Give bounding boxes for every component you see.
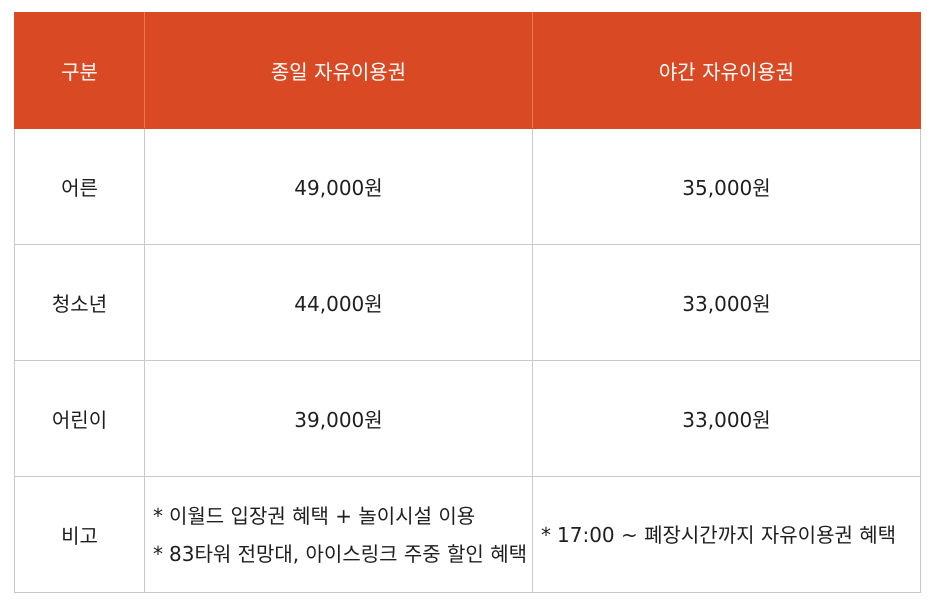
cell-category: 청소년 (14, 244, 145, 361)
table-row-notes: 비고 * 이월드 입장권 혜택 + 놀이시설 이용 * 83타워 전망대, 아이스링… (14, 476, 921, 593)
header-night-pass: 야간 자유이용권 (532, 12, 921, 129)
table-row-youth: 청소년 44,000원 33,000원 (14, 244, 921, 361)
header-all-day-pass: 종일 자유이용권 (144, 12, 533, 129)
cell-night-price: 33,000원 (532, 244, 921, 361)
header-row: 구분 종일 자유이용권 야간 자유이용권 (14, 12, 921, 129)
cell-category: 어른 (14, 128, 145, 245)
bullet: * (153, 503, 163, 528)
note-line: * 83타워 전망대, 아이스링크 주중 할인 혜택 (153, 535, 532, 573)
note-text: 이월드 입장권 혜택 + 놀이시설 이용 (169, 503, 476, 528)
cell-category: 어린이 (14, 360, 145, 477)
cell-night-notes: * 17:00 ~ 폐장시간까지 자유이용권 혜택 (532, 476, 921, 593)
cell-all-day-notes: * 이월드 입장권 혜택 + 놀이시설 이용 * 83타워 전망대, 아이스링크 주… (144, 476, 533, 593)
table-header: 구분 종일 자유이용권 야간 자유이용권 (14, 12, 921, 129)
cell-notes-category: 비고 (14, 476, 145, 593)
bullet: * (541, 522, 551, 547)
note-line: * 17:00 ~ 폐장시간까지 자유이용권 혜택 (541, 516, 920, 554)
header-category: 구분 (14, 12, 145, 129)
note-text: 17:00 ~ 폐장시간까지 자유이용권 혜택 (557, 522, 897, 547)
bullet: * (153, 541, 163, 566)
note-text: 83타워 전망대, 아이스링크 주중 할인 혜택 (169, 541, 527, 566)
cell-all-day-price: 39,000원 (144, 360, 533, 477)
ticket-price-table: 구분 종일 자유이용권 야간 자유이용권 어른 49,000원 35,000원 … (14, 12, 921, 593)
note-line: * 이월드 입장권 혜택 + 놀이시설 이용 (153, 497, 532, 535)
table-row-child: 어린이 39,000원 33,000원 (14, 360, 921, 477)
table-row-adult: 어른 49,000원 35,000원 (14, 128, 921, 245)
cell-night-price: 35,000원 (532, 128, 921, 245)
cell-all-day-price: 49,000원 (144, 128, 533, 245)
table-body: 어른 49,000원 35,000원 청소년 44,000원 33,000원 어… (14, 128, 921, 593)
cell-night-price: 33,000원 (532, 360, 921, 477)
cell-all-day-price: 44,000원 (144, 244, 533, 361)
